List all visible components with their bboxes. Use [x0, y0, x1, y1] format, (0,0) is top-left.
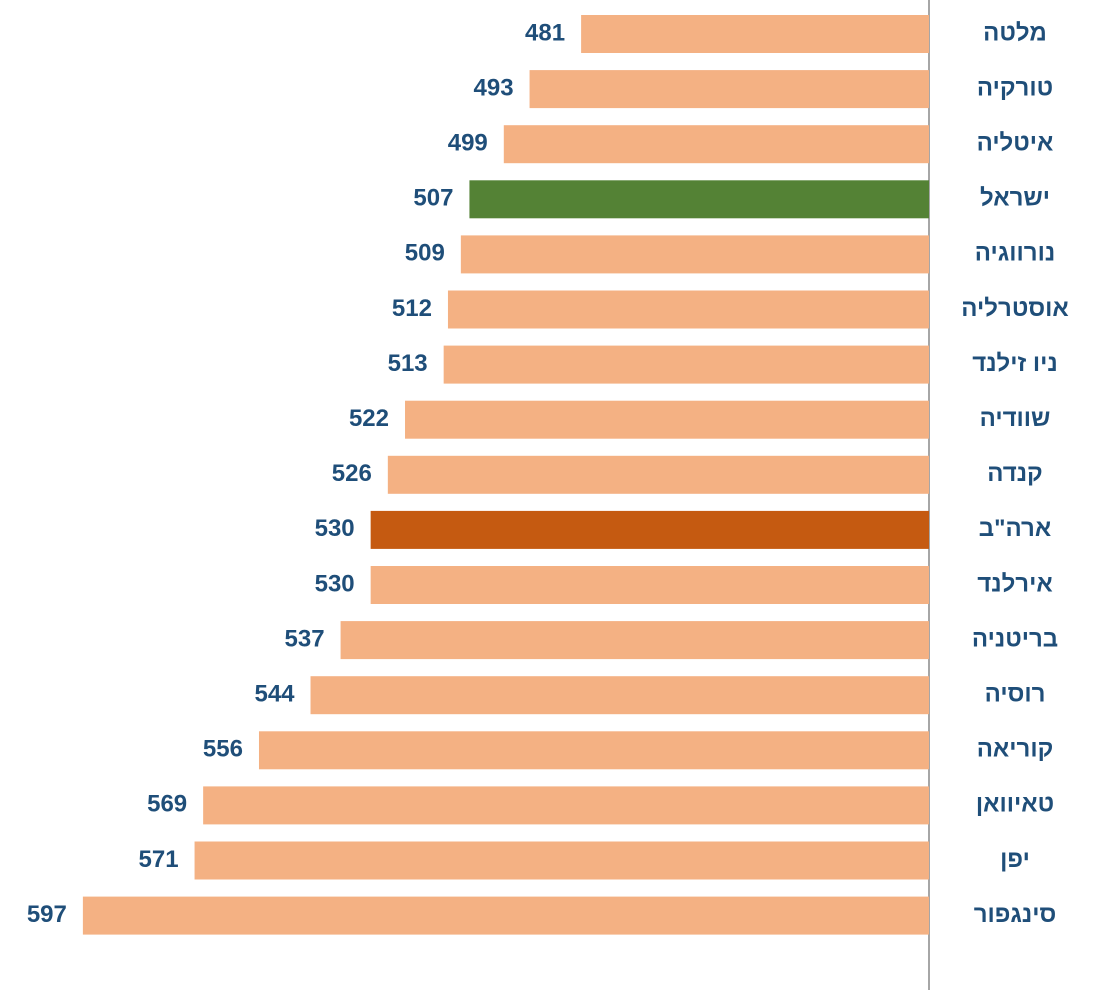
- bar: [443, 345, 929, 384]
- value-label: 507: [413, 185, 453, 212]
- category-label: סינגפור: [974, 901, 1057, 928]
- bar: [387, 455, 930, 494]
- category-label: ארה"ב: [979, 515, 1051, 542]
- category-label: נורווגיה: [975, 240, 1055, 267]
- category-label: מלטה: [983, 19, 1047, 46]
- bar: [370, 566, 929, 604]
- value-label: 530: [315, 515, 355, 542]
- category-label: יפן: [1000, 846, 1030, 873]
- value-label: 597: [27, 901, 67, 928]
- category-label: קנדה: [987, 460, 1043, 487]
- category-label: ישראל: [980, 185, 1050, 212]
- category-label: קוריאה: [977, 736, 1054, 763]
- category-label: אוסטרליה: [961, 295, 1068, 322]
- value-label: 499: [448, 130, 488, 157]
- bar: [370, 510, 929, 549]
- bar: [258, 731, 930, 770]
- value-label: 512: [392, 295, 432, 322]
- value-label: 556: [203, 736, 243, 763]
- value-label: 526: [332, 460, 372, 487]
- category-label: רוסיה: [985, 681, 1046, 708]
- value-label: 493: [474, 74, 514, 101]
- bar: [405, 400, 929, 439]
- category-label: אירלנד: [977, 570, 1052, 597]
- bar: [203, 786, 929, 825]
- bar: [503, 125, 929, 164]
- category-label: שוודיה: [980, 405, 1051, 432]
- bar: [194, 841, 929, 880]
- value-label: 530: [315, 570, 355, 597]
- value-label: 571: [139, 846, 179, 873]
- value-label: 537: [285, 625, 325, 652]
- category-label: ניו זילנד: [972, 350, 1058, 377]
- value-label: 513: [388, 350, 428, 377]
- bar: [469, 180, 929, 219]
- bar: [447, 290, 929, 329]
- value-label: 522: [349, 405, 389, 432]
- bar: [460, 235, 929, 274]
- category-label: איטליה: [977, 130, 1054, 157]
- category-label: טורקיה: [977, 74, 1053, 101]
- value-label: 569: [147, 791, 187, 818]
- category-label: טאיוואן: [976, 791, 1054, 818]
- bar: [82, 896, 929, 935]
- value-label: 509: [405, 240, 445, 267]
- category-label: בריטניה: [972, 625, 1058, 652]
- value-label: 544: [254, 681, 295, 708]
- value-label: 481: [525, 19, 565, 46]
- bar: [529, 70, 929, 109]
- bar: [581, 15, 929, 53]
- bar: [310, 676, 929, 715]
- bar: [340, 621, 930, 660]
